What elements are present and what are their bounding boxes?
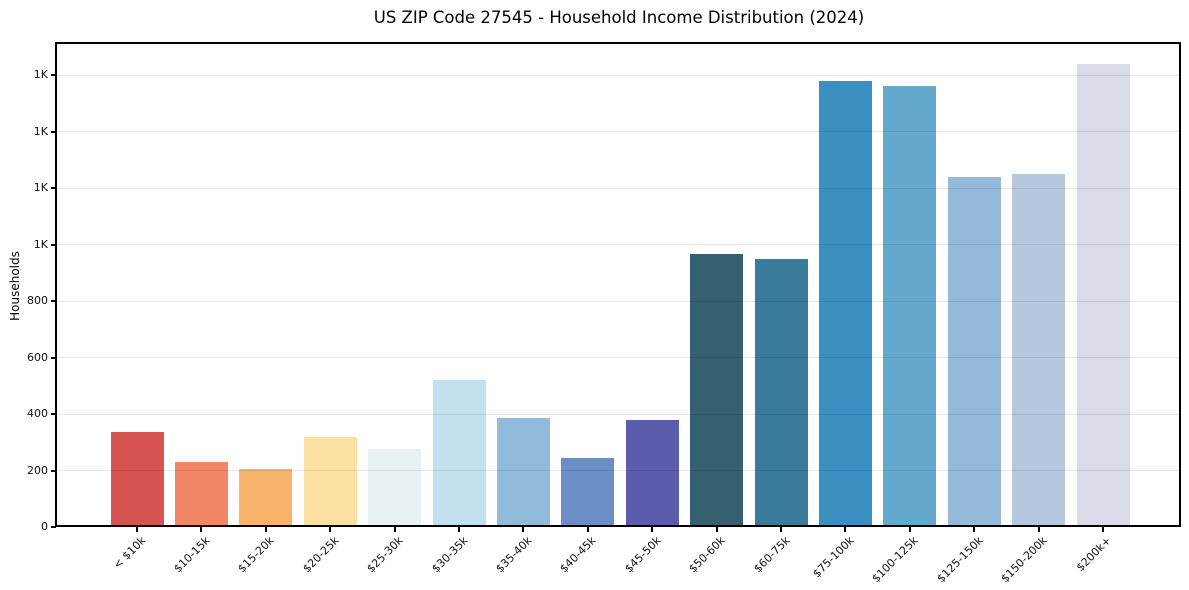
x-tick-mark <box>908 527 911 532</box>
bar--45-50k <box>625 419 679 527</box>
y-tick-label: 800 <box>27 294 48 308</box>
y-tick-mark <box>51 526 56 528</box>
x-tick-mark <box>1037 527 1040 532</box>
x-tick-label: $15-20k <box>235 534 278 576</box>
y-tick-mark <box>51 74 56 77</box>
gridline <box>57 244 1181 246</box>
gridline <box>57 131 1181 133</box>
bar--15-20k <box>239 469 293 527</box>
x-tick-label: < $10k <box>110 534 149 572</box>
bar--10-15k <box>174 462 228 527</box>
x-tick-label: $25-30k <box>364 534 406 576</box>
x-tick-label: $20-25k <box>300 534 342 576</box>
x-tick-mark <box>329 527 332 532</box>
y-tick-label: 0 <box>41 520 48 533</box>
y-tick-mark <box>51 130 56 133</box>
x-tick-label: $125-150k <box>934 534 986 586</box>
x-tick-mark <box>393 527 396 532</box>
x-tick-mark <box>200 527 203 532</box>
y-tick-label: 400 <box>27 407 48 421</box>
y-tick-label: 1K <box>33 124 48 138</box>
gridline <box>57 300 1181 302</box>
x-tick-label: $30-35k <box>428 534 471 576</box>
y-axis-label: Households <box>8 251 22 321</box>
bar--125-150k <box>947 176 1001 527</box>
x-tick-label: $40-45k <box>557 534 600 576</box>
x-tick-label: $60-75k <box>750 534 793 576</box>
bar--10k <box>110 432 164 527</box>
bar--150-200k <box>1012 173 1066 527</box>
gridline <box>57 413 1181 415</box>
y-tick-label: 1K <box>33 181 48 195</box>
bar--60-75k <box>754 258 808 527</box>
x-tick-mark <box>264 527 267 532</box>
x-tick-label: $35-40k <box>493 534 535 576</box>
gridline <box>57 470 1181 471</box>
x-tick-mark <box>715 527 718 532</box>
bar--75-100k <box>818 80 872 527</box>
x-tick-mark <box>780 527 782 532</box>
y-tick-mark <box>51 356 56 359</box>
x-tick-label: $200k+ <box>1074 534 1115 575</box>
bar--40-45k <box>561 457 615 527</box>
bar--20-25k <box>303 436 357 527</box>
y-tick-label: 200 <box>27 463 48 477</box>
x-tick-mark <box>651 527 654 532</box>
x-tick-mark <box>586 527 589 532</box>
y-tick-mark <box>51 243 56 246</box>
x-tick-label: $45-50k <box>622 534 664 576</box>
x-tick-mark <box>136 527 138 532</box>
bar--50-60k <box>690 254 744 527</box>
x-tick-label: $100-125k <box>869 534 922 586</box>
bar--100-125k <box>883 86 937 527</box>
bar--25-30k <box>368 449 422 527</box>
chart-title: US ZIP Code 27545 - Household Income Dis… <box>373 8 865 27</box>
y-tick-label: 600 <box>27 350 48 364</box>
gridline <box>57 357 1181 359</box>
x-tick-label: $150-200k <box>998 534 1050 586</box>
gridline <box>57 74 1181 76</box>
bar--35-40k <box>496 418 550 527</box>
x-tick-mark <box>1102 527 1104 532</box>
x-tick-mark <box>458 527 460 532</box>
x-tick-mark <box>844 527 847 532</box>
plot-area <box>57 44 1181 527</box>
x-tick-mark <box>973 527 976 532</box>
y-tick-mark <box>51 300 56 303</box>
x-tick-mark <box>522 527 525 532</box>
y-tick-mark <box>51 187 56 190</box>
y-tick-label: 1K <box>33 68 48 82</box>
gridline <box>57 187 1181 189</box>
x-tick-label: $10-15k <box>171 534 213 576</box>
y-tick-mark <box>51 469 56 472</box>
y-tick-label: 1K <box>33 237 48 251</box>
x-tick-label: $50-60k <box>686 534 728 576</box>
bar--200k+ <box>1076 63 1130 527</box>
x-tick-label: $75-100k <box>810 534 857 581</box>
y-tick-mark <box>51 413 56 416</box>
bar--30-35k <box>432 380 486 527</box>
